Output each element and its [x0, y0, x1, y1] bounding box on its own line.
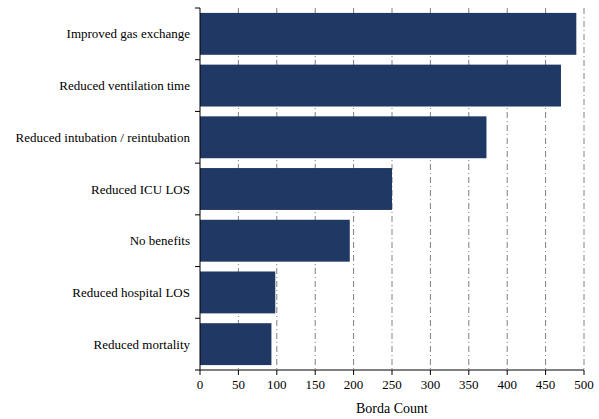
category-label: No benefits: [130, 233, 190, 248]
y-tick: [195, 8, 200, 9]
x-tick: [238, 370, 239, 375]
x-tick-label: 50: [232, 377, 245, 392]
y-tick: [195, 163, 200, 164]
category-label: Reduced intubation / reintubation: [16, 130, 191, 145]
category-label: Reduced hospital LOS: [72, 285, 190, 300]
x-tick: [584, 370, 585, 375]
x-tick: [276, 370, 277, 375]
x-tick-label: 450: [536, 377, 556, 392]
chart-svg: 0 50 100 150 200 250 300 350 400 450 500 Improved g…: [0, 0, 599, 419]
grid-line: [468, 8, 469, 370]
grid-line: [430, 8, 431, 370]
x-axis-label: Borda Count: [356, 401, 428, 416]
category-label: Improved gas exchange: [67, 26, 191, 41]
bar: [200, 65, 561, 107]
x-tick-label: 100: [267, 377, 287, 392]
x-tick-label: 250: [382, 377, 402, 392]
y-tick: [195, 370, 200, 371]
y-tick: [195, 318, 200, 319]
chart-container: 0 50 100 150 200 250 300 350 400 450 500 Improved g…: [0, 0, 599, 419]
x-tick-label: 400: [497, 377, 517, 392]
bars: [200, 13, 576, 365]
x-tick: [507, 370, 508, 375]
x-tick-label: 200: [344, 377, 364, 392]
x-tick: [200, 370, 201, 375]
category-label: Reduced ventilation time: [59, 78, 190, 93]
bar: [200, 220, 350, 262]
grid-line: [507, 8, 508, 370]
category-label: Reduced ICU LOS: [91, 182, 190, 197]
x-tick: [545, 370, 546, 375]
x-tick: [392, 370, 393, 375]
x-tick-label: 500: [574, 377, 594, 392]
x-tick: [430, 370, 431, 375]
x-tick-label: 0: [197, 377, 204, 392]
grid-line: [545, 8, 546, 370]
bar: [200, 116, 486, 158]
x-tick-label: 150: [305, 377, 325, 392]
y-tick: [195, 266, 200, 267]
x-tick-label: 350: [459, 377, 479, 392]
y-axis-line: [200, 8, 201, 370]
grid-line: [584, 8, 585, 370]
x-tick: [468, 370, 469, 375]
x-tick: [353, 370, 354, 375]
y-tick: [195, 59, 200, 60]
bar: [200, 13, 576, 55]
y-tick: [195, 214, 200, 215]
category-label: Reduced mortality: [94, 337, 191, 352]
bar: [200, 168, 392, 210]
x-tick-label: 300: [421, 377, 441, 392]
bar: [200, 323, 271, 365]
y-tick: [195, 111, 200, 112]
bar: [200, 271, 275, 313]
x-tick: [315, 370, 316, 375]
